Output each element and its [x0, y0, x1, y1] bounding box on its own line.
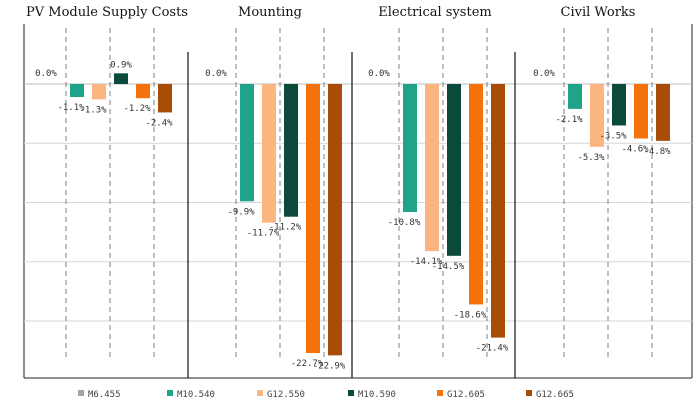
- data-label: -1.2%: [123, 104, 151, 114]
- legend-item: M10.540: [167, 390, 215, 400]
- legend-label: G12.550: [267, 390, 305, 400]
- bar: [590, 84, 604, 147]
- panel: Electrical system 0.0% -10.8% -14.1%-14.5% -…: [368, 5, 509, 360]
- bar: [403, 84, 417, 212]
- panel: Civil Works 0.0% -2.1% -5.3% -3.5% -4.6%-4.8%: [533, 5, 671, 360]
- data-label: -14.1%: [410, 257, 443, 267]
- bar: [568, 84, 582, 109]
- legend-swatch: [167, 390, 173, 396]
- data-label: 0.0%: [533, 69, 555, 79]
- bar: [447, 84, 461, 256]
- data-label: 0.0%: [35, 69, 57, 79]
- bar: [136, 84, 150, 99]
- bar: [262, 84, 276, 223]
- chart-panels: PV Module Supply Costs 0.0% -1.1%-1.3% 0.9%…: [26, 5, 671, 378]
- panel-title: Mounting: [238, 5, 302, 20]
- data-label: -5.3%: [577, 153, 605, 163]
- legend-item: M10.590: [348, 390, 396, 400]
- data-label: -3.5%: [599, 131, 627, 141]
- bar: [328, 84, 342, 356]
- data-label: -9.9%: [227, 207, 255, 217]
- panel: Mounting 0.0% -9.9% -11.7%-11.2% -22.7%-22.9…: [205, 5, 346, 371]
- data-label: 0.0%: [368, 69, 390, 79]
- bar: [491, 84, 505, 338]
- data-label: -2.1%: [555, 115, 583, 125]
- data-label: 0.9%: [110, 60, 132, 70]
- bar: [425, 84, 439, 252]
- bar: [634, 84, 648, 139]
- legend-item: M6.455: [78, 390, 121, 400]
- legend-label: M6.455: [88, 390, 121, 400]
- data-label: 0.0%: [205, 69, 227, 79]
- data-label: -4.6%: [621, 145, 649, 155]
- data-label: -22.7%: [291, 359, 324, 369]
- data-label: -1.1%: [57, 103, 85, 113]
- legend-label: M10.540: [177, 390, 215, 400]
- panel-title: Civil Works: [561, 5, 636, 20]
- data-label: -11.2%: [269, 223, 302, 233]
- legend-label: G12.665: [536, 390, 574, 400]
- legend-swatch: [257, 390, 263, 396]
- data-label: -1.3%: [79, 105, 107, 115]
- bar: [158, 84, 172, 113]
- legend-swatch: [437, 390, 443, 396]
- data-label: -14.5%: [432, 262, 465, 272]
- data-label: -2.4%: [145, 118, 173, 128]
- legend-swatch: [78, 390, 84, 396]
- data-label: -4.8%: [643, 147, 671, 157]
- panel-title: Electrical system: [378, 5, 491, 20]
- chart-frame: [23, 24, 693, 379]
- bar: [612, 84, 626, 126]
- bar: [469, 84, 483, 305]
- panel: PV Module Supply Costs 0.0% -1.1%-1.3% 0.9%…: [26, 5, 188, 360]
- legend-item: G12.605: [437, 390, 485, 400]
- data-label: -21.4%: [476, 344, 509, 354]
- bar: [284, 84, 298, 217]
- bar: [240, 84, 254, 202]
- data-label: -10.8%: [388, 218, 421, 228]
- legend-swatch: [348, 390, 354, 396]
- panel-title: PV Module Supply Costs: [26, 5, 188, 20]
- legend-swatch: [526, 390, 532, 396]
- legend-item: G12.665: [526, 390, 574, 400]
- legend-label: M10.590: [358, 390, 396, 400]
- legend-label: G12.605: [447, 390, 485, 400]
- bar: [70, 84, 84, 98]
- bar: [656, 84, 670, 141]
- legend: M6.455 M10.540 G12.550 M10.590 G12.605 G12.66…: [78, 390, 574, 400]
- data-label: -18.6%: [454, 310, 487, 320]
- bar: [306, 84, 320, 353]
- bar: [92, 84, 106, 100]
- data-label: -11.7%: [247, 229, 280, 239]
- data-label: -22.9%: [313, 361, 346, 371]
- legend-item: G12.550: [257, 390, 305, 400]
- bar: [114, 73, 128, 84]
